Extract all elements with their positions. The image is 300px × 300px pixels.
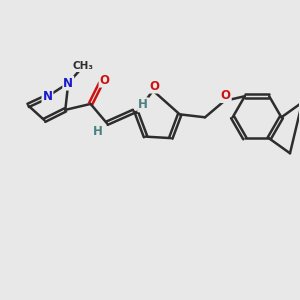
Text: CH₃: CH₃: [73, 61, 94, 71]
Text: O: O: [100, 74, 110, 87]
Text: N: N: [43, 90, 52, 103]
Text: O: O: [149, 80, 160, 93]
Text: O: O: [221, 89, 231, 102]
Text: H: H: [138, 98, 148, 111]
Text: N: N: [63, 76, 73, 90]
Text: H: H: [92, 125, 102, 138]
